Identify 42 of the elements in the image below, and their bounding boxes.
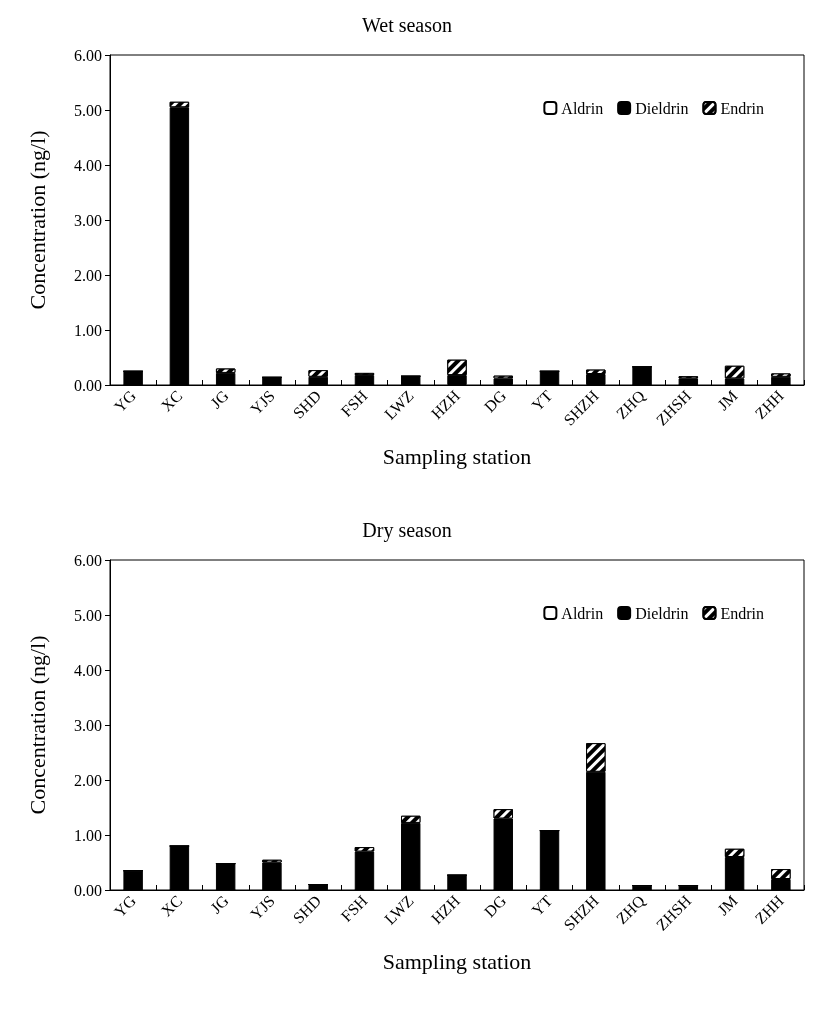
y-tick-label: 2.00 [74,771,102,789]
x-tick-label: YJS [247,386,278,418]
x-axis-title: Sampling station [382,443,532,469]
x-tick-label: YG [110,386,140,416]
y-tick-label: 1.00 [74,826,102,844]
y-tick-label: 0.00 [74,376,102,394]
y-tick-label: 3.00 [74,211,102,229]
y-tick-label: 4.00 [74,661,102,679]
x-tick-label: XC [157,386,186,415]
legend-label: Aldrin [561,99,604,117]
y-tick-label: 0.00 [74,881,102,899]
y-tick-label: 4.00 [74,156,102,174]
x-axis-title: Sampling station [382,948,532,974]
legend-label: Dieldrin [635,99,689,117]
chart-title: Wet season [361,14,453,36]
x-tick-label: JM [714,386,741,414]
legend-label: Endrin [720,99,764,117]
x-tick-label: DG [480,386,510,416]
legend-label: Aldrin [561,604,604,622]
chart-title: Dry season [362,519,452,542]
x-tick-label: JG [207,386,232,412]
y-tick-label: 2.00 [74,266,102,284]
x-tick-label: FSH [337,891,371,925]
x-tick-label: JM [714,891,741,919]
y-axis-title: Concentration (ng/l) [24,635,50,815]
y-tick-label: 5.00 [74,606,102,624]
x-tick-label: XC [157,891,186,920]
y-tick-label: 5.00 [74,101,102,119]
x-tick-label: YG [110,891,140,921]
y-tick-label: 3.00 [74,716,102,734]
x-tick-label: YT [528,891,556,920]
x-tick-label: YJS [247,891,278,923]
y-axis-title: Concentration (ng/l) [24,130,50,310]
y-tick-label: 1.00 [74,321,102,339]
x-tick-label: DG [480,891,510,921]
x-tick-label: YT [528,386,556,415]
legend-label: Endrin [720,604,764,622]
x-tick-label: FSH [337,386,371,420]
x-tick-label: JG [207,891,232,917]
y-tick-label: 6.00 [74,551,102,569]
y-tick-label: 6.00 [74,46,102,64]
legend-label: Dieldrin [635,604,689,622]
